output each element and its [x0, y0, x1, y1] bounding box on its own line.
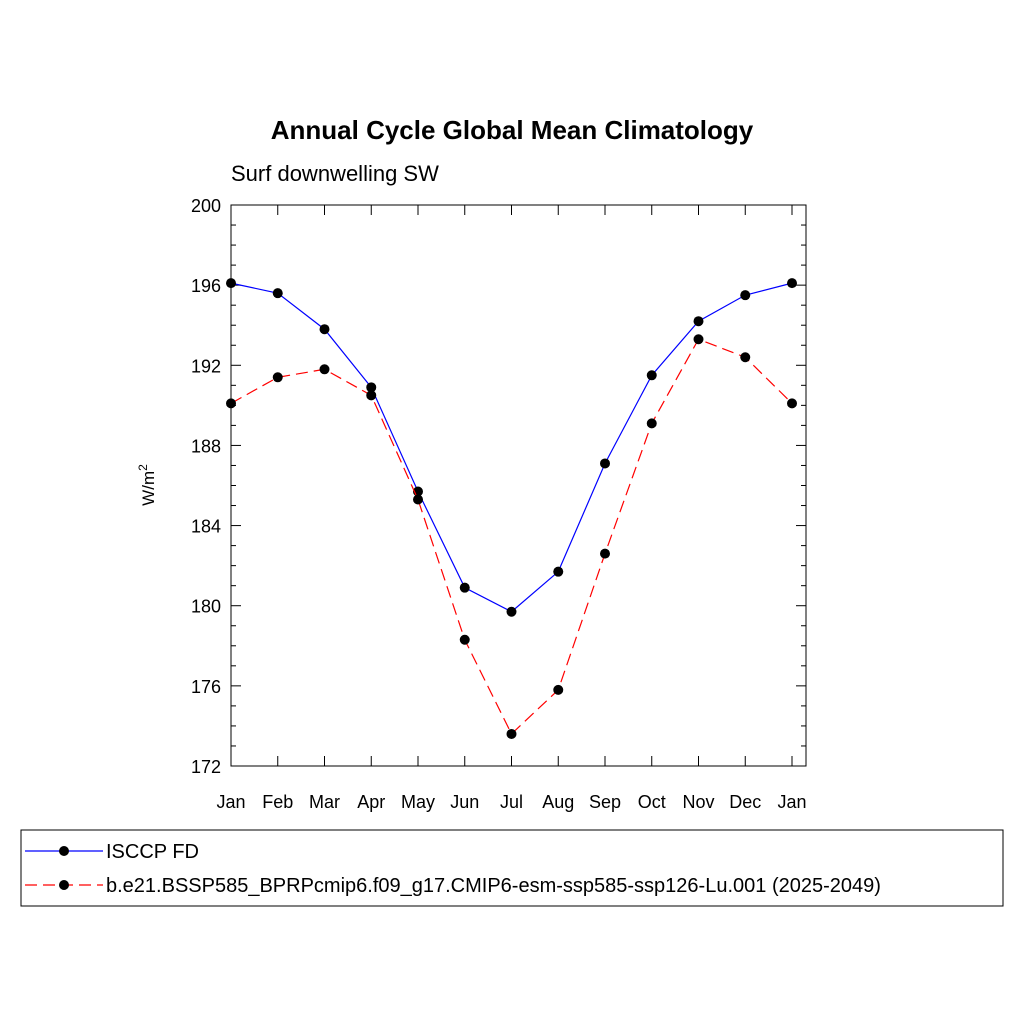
x-tick-label: Jan — [777, 792, 806, 812]
svg-text:W/m2: W/m2 — [136, 464, 158, 506]
x-tick-label: Jun — [450, 792, 479, 812]
legend-entry: ISCCP FD — [25, 841, 199, 863]
legend-marker — [59, 846, 69, 856]
y-tick-label: 184 — [191, 517, 221, 537]
data-point — [693, 334, 704, 345]
y-tick-label: 180 — [191, 597, 221, 617]
data-point — [272, 288, 283, 299]
y-axis-label: W/m2 — [136, 464, 158, 506]
legend: ISCCP FD b.e21.BSSP585_BPRPcmip6.f09_g17.… — [20, 829, 1004, 907]
data-point — [459, 634, 470, 645]
x-tick-label: Nov — [682, 792, 714, 812]
y-tick-label: 176 — [191, 677, 221, 697]
plot-frame — [230, 204, 807, 767]
data-point — [600, 548, 610, 559]
legend-label: b.e21.BSSP585_BPRPcmip6.f09_g17.CMIP6-es… — [106, 875, 881, 897]
data-point — [366, 382, 377, 393]
legend-entries: ISCCP FD b.e21.BSSP585_BPRPcmip6.f09_g17.… — [25, 841, 881, 897]
data-point — [553, 566, 564, 577]
data-point — [740, 290, 751, 301]
data-point — [740, 352, 751, 363]
series-layer — [226, 278, 797, 739]
data-point — [319, 364, 330, 375]
x-tick-label: May — [401, 792, 435, 812]
y-tick-label: 196 — [191, 276, 221, 296]
y-axis-label-superscript: 2 — [136, 464, 150, 471]
data-point — [553, 684, 564, 695]
series-1 — [226, 278, 797, 617]
data-point — [646, 418, 657, 429]
data-point — [646, 370, 657, 381]
chart-title: Annual Cycle Global Mean Climatology — [271, 115, 754, 145]
legend-entry: b.e21.BSSP585_BPRPcmip6.f09_g17.CMIP6-es… — [25, 875, 881, 897]
y-tick-label: 172 — [191, 757, 221, 777]
data-point — [600, 458, 610, 469]
data-point — [506, 728, 517, 739]
ticks-layer: 172 176 180 184 188 192 196 200 Jan Feb Mar Apr May J… — [191, 196, 807, 812]
legend-marker — [59, 880, 69, 890]
data-point — [413, 494, 423, 505]
x-tick-label: Feb — [262, 792, 293, 812]
y-tick-label: 192 — [191, 356, 221, 376]
data-point — [272, 372, 283, 383]
data-point — [319, 324, 330, 335]
legend-label: ISCCP FD — [106, 841, 199, 863]
legend-box — [20, 829, 1004, 907]
data-point — [459, 582, 470, 593]
series-line — [230, 338, 793, 735]
x-tick-label: Dec — [729, 792, 761, 812]
y-tick-label: 200 — [191, 196, 221, 216]
y-axis-label-text: W/m — [139, 471, 158, 506]
series-line — [230, 282, 793, 613]
y-tick-label: 188 — [191, 436, 221, 456]
data-point — [787, 398, 797, 409]
x-tick-label: Mar — [309, 792, 340, 812]
data-point — [366, 390, 377, 401]
x-tick-label: Sep — [589, 792, 621, 812]
x-tick-label: Jan — [216, 792, 245, 812]
data-point — [693, 316, 704, 327]
x-tick-label: Apr — [357, 792, 385, 812]
data-point — [787, 278, 797, 289]
series-2 — [226, 334, 797, 739]
chart-subtitle: Surf downwelling SW — [231, 161, 439, 186]
x-tick-label: Jul — [500, 792, 523, 812]
x-tick-label: Aug — [542, 792, 574, 812]
data-point — [506, 606, 517, 617]
x-tick-label: Oct — [638, 792, 666, 812]
